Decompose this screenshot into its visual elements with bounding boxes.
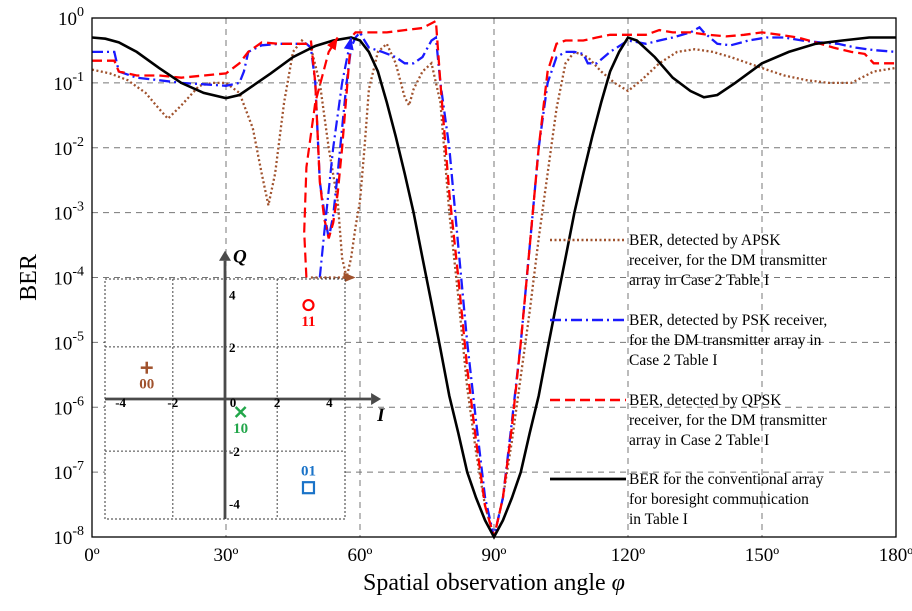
constellation-inset: I Q -4 -2 0 2 4 4 2 -2 -4 00 11 10 01 — [104, 247, 385, 520]
legend-text-3: BER, detected by QPSK — [629, 392, 782, 409]
y-axis-label: BER — [16, 254, 42, 301]
y-tick-labels: 100 10-1 10-2 10-3 10-4 10-5 10-6 10-7 10-8 — [53, 5, 84, 549]
inset-x-tick: 4 — [326, 395, 333, 410]
x-tick-label: 60º — [348, 545, 373, 566]
red-arrow-head — [327, 37, 338, 51]
y-tick-label: 10-4 — [53, 265, 84, 290]
x-tick-label: 180º — [879, 545, 912, 566]
series-layer — [91, 19, 897, 540]
series-line-1 — [91, 38, 897, 538]
x-tick-label: 0º — [84, 545, 100, 566]
inset-y-tick: -2 — [229, 444, 240, 459]
inset-y-tick: 4 — [229, 288, 236, 303]
inset-i-axis-label: I — [376, 405, 385, 426]
legend-text-3: array in Case 2 Table I — [629, 432, 769, 449]
legend-text-1: BER, detected by APSK — [629, 232, 781, 249]
y-tick-label: 10-8 — [53, 524, 84, 549]
constellation-symbol-01: 01 — [301, 464, 316, 495]
inset-y-tick: 2 — [229, 340, 236, 355]
y-tick-label: 10-3 — [53, 200, 84, 225]
y-tick-label: 10-7 — [53, 459, 84, 484]
constellation-symbol-11: 11 — [301, 298, 316, 330]
legend-text-1: array in Case 2 Table I — [629, 272, 769, 289]
y-tick-label: 10-5 — [53, 329, 84, 354]
brown-arrow-head — [343, 272, 356, 283]
y-tick-label: 10-2 — [53, 135, 84, 160]
legend-text-2: Case 2 Table I — [629, 352, 718, 369]
constellation-symbol-label: 11 — [301, 314, 315, 330]
legend-text-4: in Table I — [629, 511, 688, 528]
constellation-symbol-label: 00 — [139, 377, 154, 393]
x-tick-label: 30º — [214, 545, 239, 566]
inset-q-axis-label: Q — [233, 247, 247, 268]
constellation-symbol-label: 01 — [301, 464, 316, 480]
inset-y-tick: -4 — [229, 496, 240, 511]
inset-x-tick: 0 — [230, 395, 237, 410]
legend-text-1: receiver, for the DM transmitter — [629, 252, 828, 269]
y-tick-label: 10-6 — [53, 394, 84, 419]
inset-x-tick: -4 — [115, 395, 126, 410]
annotation-arrows — [303, 36, 356, 283]
x-tick-labels: 0º 30º 60º 90º 120º 150º 180º — [84, 545, 912, 566]
legend: BER, detected by APSK receiver, for the D… — [550, 232, 828, 528]
x-axis-label: Spatial observation angle φ — [363, 570, 625, 596]
x-tick-label: 150º — [745, 545, 780, 566]
constellation-symbol-10: 10 — [233, 406, 248, 437]
y-tick-label: 10-1 — [53, 70, 84, 95]
inset-x-tick: -2 — [167, 395, 178, 410]
inset-i-axis-arrowhead — [371, 393, 382, 405]
series-line-4 — [91, 35, 896, 540]
y-tick-label: 100 — [58, 5, 84, 30]
constellation-symbol-label: 10 — [233, 421, 248, 437]
plot-frame — [91, 17, 897, 538]
x-tick-label: 120º — [611, 545, 646, 566]
blue-arrow — [318, 37, 353, 278]
constellation-symbol-00: 00 — [139, 361, 154, 393]
legend-text-2: for the DM transmitter array in — [629, 332, 822, 349]
legend-text-2: BER, detected by PSK receiver, — [629, 312, 827, 329]
legend-text-4: BER for the conventional array — [629, 471, 824, 488]
inset-q-axis-arrowhead — [219, 250, 231, 261]
x-tick-label: 90º — [482, 545, 507, 566]
legend-text-4: for boresight communication — [629, 491, 809, 508]
inset-x-tick: 2 — [274, 395, 281, 410]
legend-text-3: receiver, for the DM transmitter — [629, 412, 828, 429]
blue-arrow-head — [343, 37, 354, 51]
red-arrow — [303, 36, 339, 278]
